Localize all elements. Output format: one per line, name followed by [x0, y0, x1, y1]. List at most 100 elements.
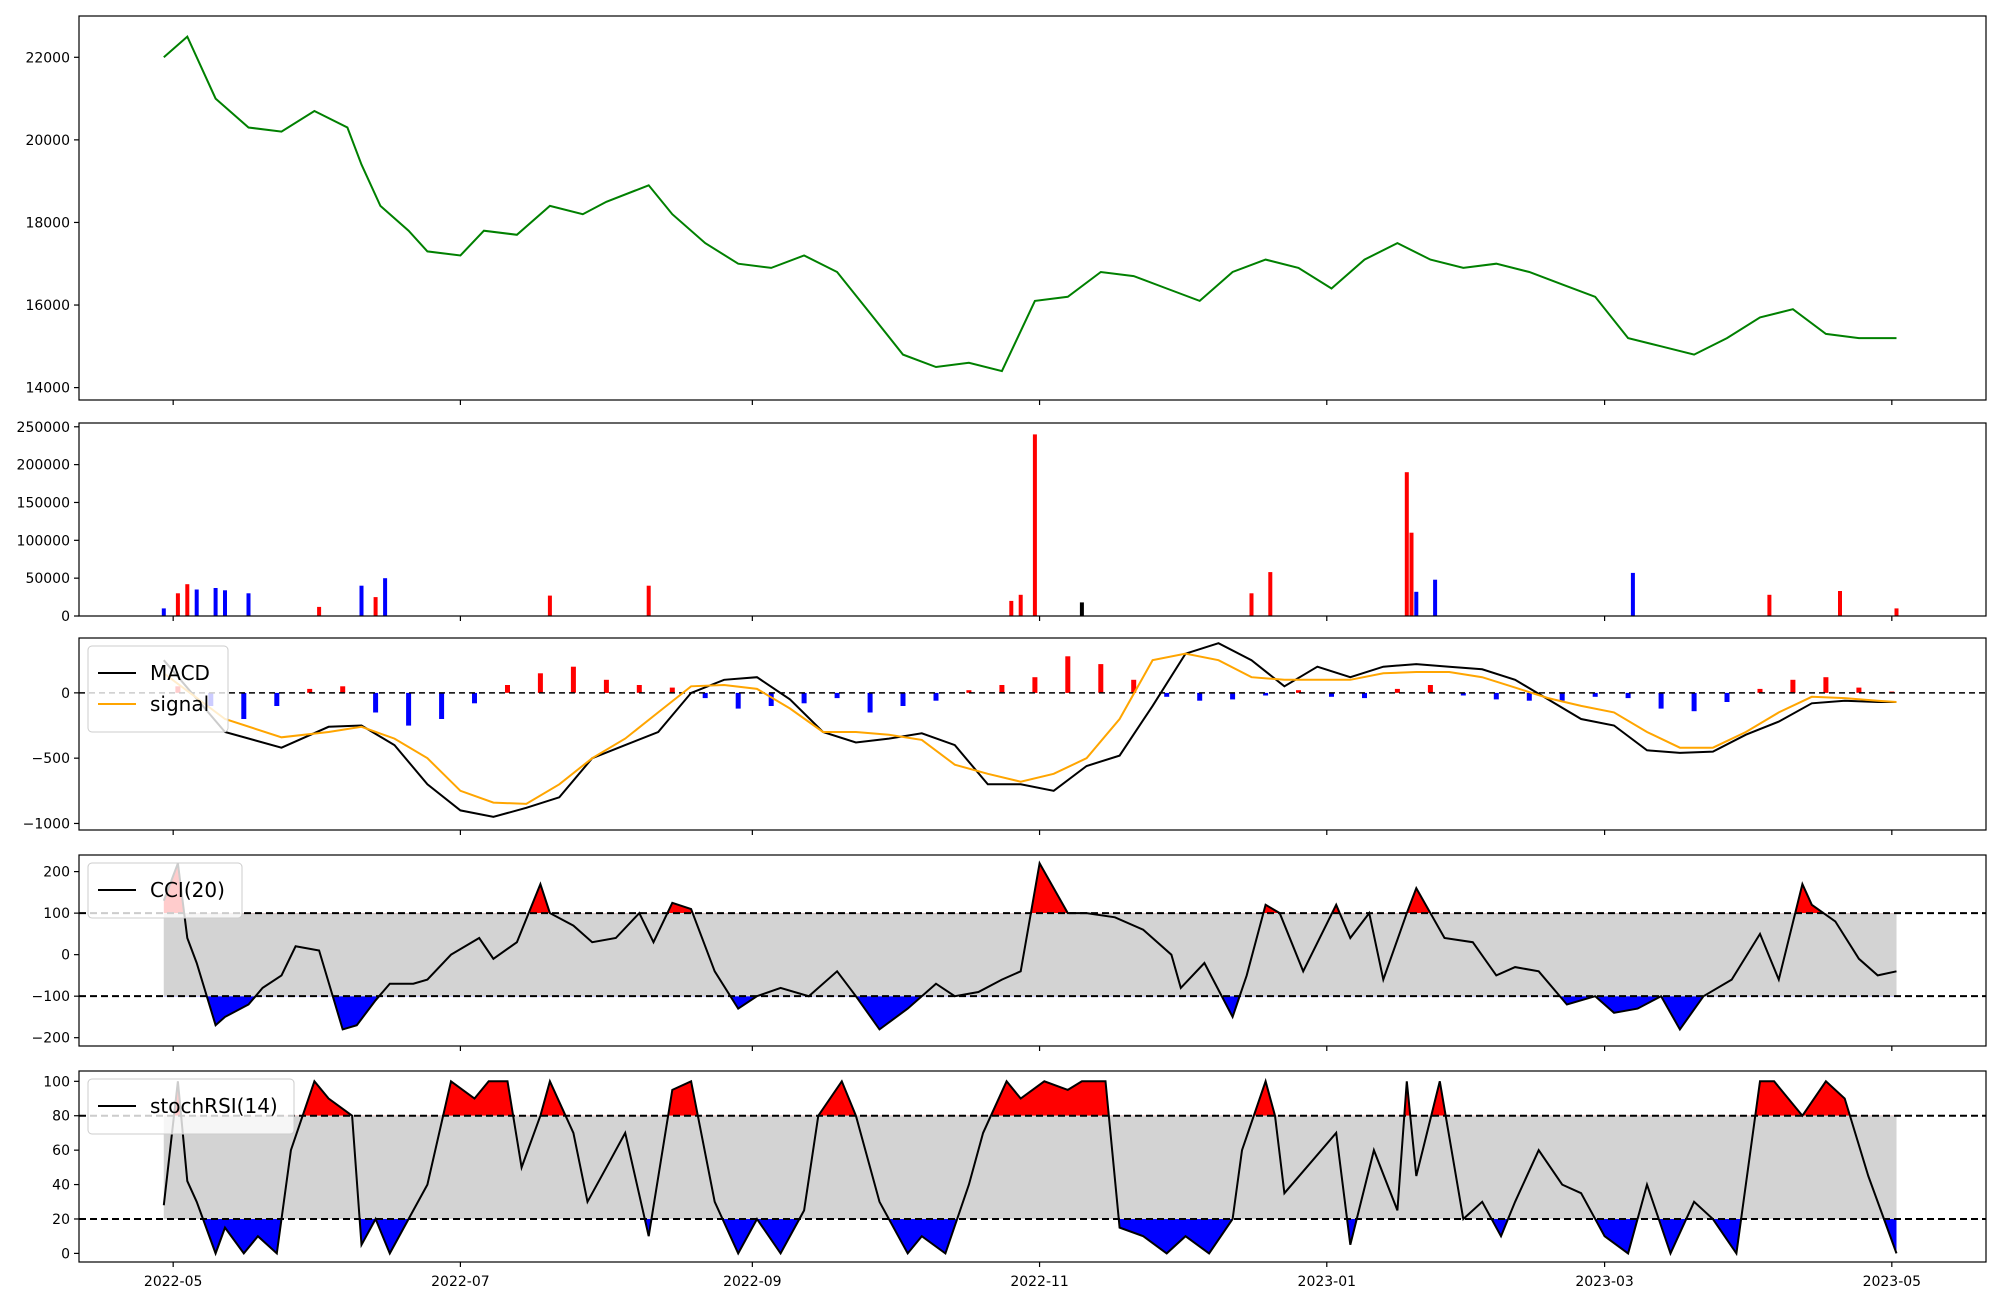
volume-bar	[1268, 572, 1273, 616]
stochrsi-ytick-label: 20	[52, 1212, 70, 1228]
volume-ytick-label: 150000	[17, 495, 70, 511]
xtick-label: 2022-07	[431, 1274, 490, 1290]
price-marks	[163, 34, 1897, 373]
volume-ytick-label: 0	[61, 609, 70, 625]
macd-histogram-bar	[1856, 687, 1862, 693]
volume-bar	[359, 585, 364, 616]
macd-histogram-bar	[933, 692, 939, 701]
stochrsi-marks	[79, 1077, 1986, 1257]
macd-histogram-bar	[1757, 688, 1763, 693]
stochrsi-ytick-label: 60	[52, 1143, 70, 1159]
volume-axes-frame	[78, 422, 1987, 617]
macd-ytick-label: 0	[61, 686, 70, 702]
macd-histogram-bar	[603, 679, 609, 693]
stochrsi-legend-box	[87, 1078, 295, 1135]
stochrsi-panel: 0 20 40 60 80 100 2022-05 2022-07 2022-09 2022-11…	[43, 1070, 1987, 1290]
stochrsi-ytick-label: 40	[52, 1178, 70, 1194]
macd-histogram-bar	[1691, 692, 1697, 712]
macd-histogram-bar	[1230, 692, 1236, 700]
cci-ytick-label: −200	[32, 1031, 70, 1047]
price-ytick-label: 14000	[25, 381, 70, 397]
stochrsi-line	[162, 1077, 1898, 1257]
macd-legend-label: signal	[150, 692, 209, 716]
macd-histogram-bar	[1592, 692, 1598, 697]
macd-histogram-bar	[768, 692, 774, 706]
volume-bar	[383, 578, 388, 616]
macd-legend-box	[87, 645, 229, 733]
volume-ytick-label: 250000	[17, 420, 70, 436]
cci-line	[162, 860, 1897, 1032]
macd-histogram-bar	[1362, 692, 1367, 699]
macd-histogram-bar	[1098, 664, 1104, 693]
volume-bar	[317, 606, 322, 616]
macd-histogram-bar	[1460, 692, 1466, 696]
xtick-label: 2023-03	[1575, 1274, 1634, 1290]
macd-histogram-bar	[1493, 692, 1499, 700]
macd-histogram-bar	[307, 688, 313, 693]
macd-panel: −1000 −500 0 MACD signal	[23, 637, 1987, 835]
volume-bar	[246, 593, 251, 616]
macd-histogram-bar	[570, 666, 576, 693]
macd-histogram-bar	[966, 690, 972, 693]
macd-series-MACD-line	[163, 642, 1897, 818]
xtick-label: 2022-05	[144, 1274, 203, 1290]
macd-histogram-bar	[1329, 692, 1334, 697]
macd-histogram-bar	[274, 692, 280, 706]
volume-bar	[1032, 434, 1037, 616]
volume-bar	[1409, 532, 1414, 616]
macd-histogram-bar	[241, 692, 247, 719]
stochrsi-ytick-label: 80	[52, 1109, 70, 1125]
volume-bar	[1630, 572, 1635, 616]
macd-histogram-bar	[505, 685, 510, 693]
stochrsi-axes-frame	[78, 1070, 1987, 1263]
stochrsi-oversold-fill	[163, 1218, 1897, 1254]
cci-axes-frame	[78, 854, 1987, 1047]
macd-histogram-bar	[406, 692, 412, 726]
macd-histogram-bar	[834, 692, 840, 699]
volume-bar	[646, 585, 651, 616]
cci-legend-label: CCI(20)	[150, 878, 225, 902]
cci-marks	[79, 860, 1986, 1032]
volume-bar	[1079, 602, 1084, 616]
macd-histogram-bar	[340, 686, 346, 693]
volume-bar	[1404, 472, 1409, 616]
price-line	[163, 34, 1897, 373]
macd-ytick-label: −500	[32, 751, 70, 767]
macd-histogram-bar	[472, 692, 477, 704]
volume-bar	[223, 590, 227, 616]
volume-bar	[1894, 608, 1899, 616]
macd-histogram-bar	[1427, 685, 1433, 693]
macd-histogram-bar	[735, 692, 741, 709]
volume-bar	[194, 589, 199, 616]
stochrsi-legend-label: stochRSI(14)	[150, 1094, 278, 1118]
macd-histogram-bar	[867, 692, 873, 713]
macd-histogram-bar	[1394, 688, 1400, 693]
xtick-label: 2022-11	[1010, 1274, 1069, 1290]
xtick-label: 2023-05	[1863, 1274, 1922, 1290]
volume-ytick-label: 50000	[25, 571, 70, 587]
xtick-label: 2022-09	[723, 1274, 782, 1290]
volume-panel: 0 50000 100000 150000 200000 250000	[17, 420, 1987, 625]
cci-ytick-label: 0	[61, 948, 70, 964]
macd-histogram-bar	[1131, 679, 1137, 693]
volume-ytick-label: 200000	[17, 458, 70, 474]
price-ytick-label: 16000	[25, 298, 70, 314]
macd-legend-label: MACD	[150, 661, 210, 685]
macd-histogram-bar	[1790, 679, 1796, 693]
stochrsi-overbought-fill	[163, 1081, 1897, 1116]
cci-band	[163, 913, 1897, 997]
volume-bar	[1249, 593, 1254, 616]
volume-bar	[1767, 594, 1772, 616]
volume-bar	[1414, 591, 1419, 616]
macd-histogram-bar	[1263, 692, 1269, 696]
volume-marks	[161, 434, 1899, 616]
volume-ytick-label: 100000	[17, 533, 70, 549]
volume-bar	[175, 593, 180, 616]
macd-histogram-bar	[1032, 677, 1038, 693]
macd-histogram-bar	[900, 692, 906, 706]
macd-histogram-bar	[1625, 692, 1631, 699]
price-panel: 14000 16000 18000 20000 22000	[25, 15, 1987, 405]
macd-histogram-bar	[669, 687, 675, 693]
volume-bar	[1838, 591, 1842, 616]
